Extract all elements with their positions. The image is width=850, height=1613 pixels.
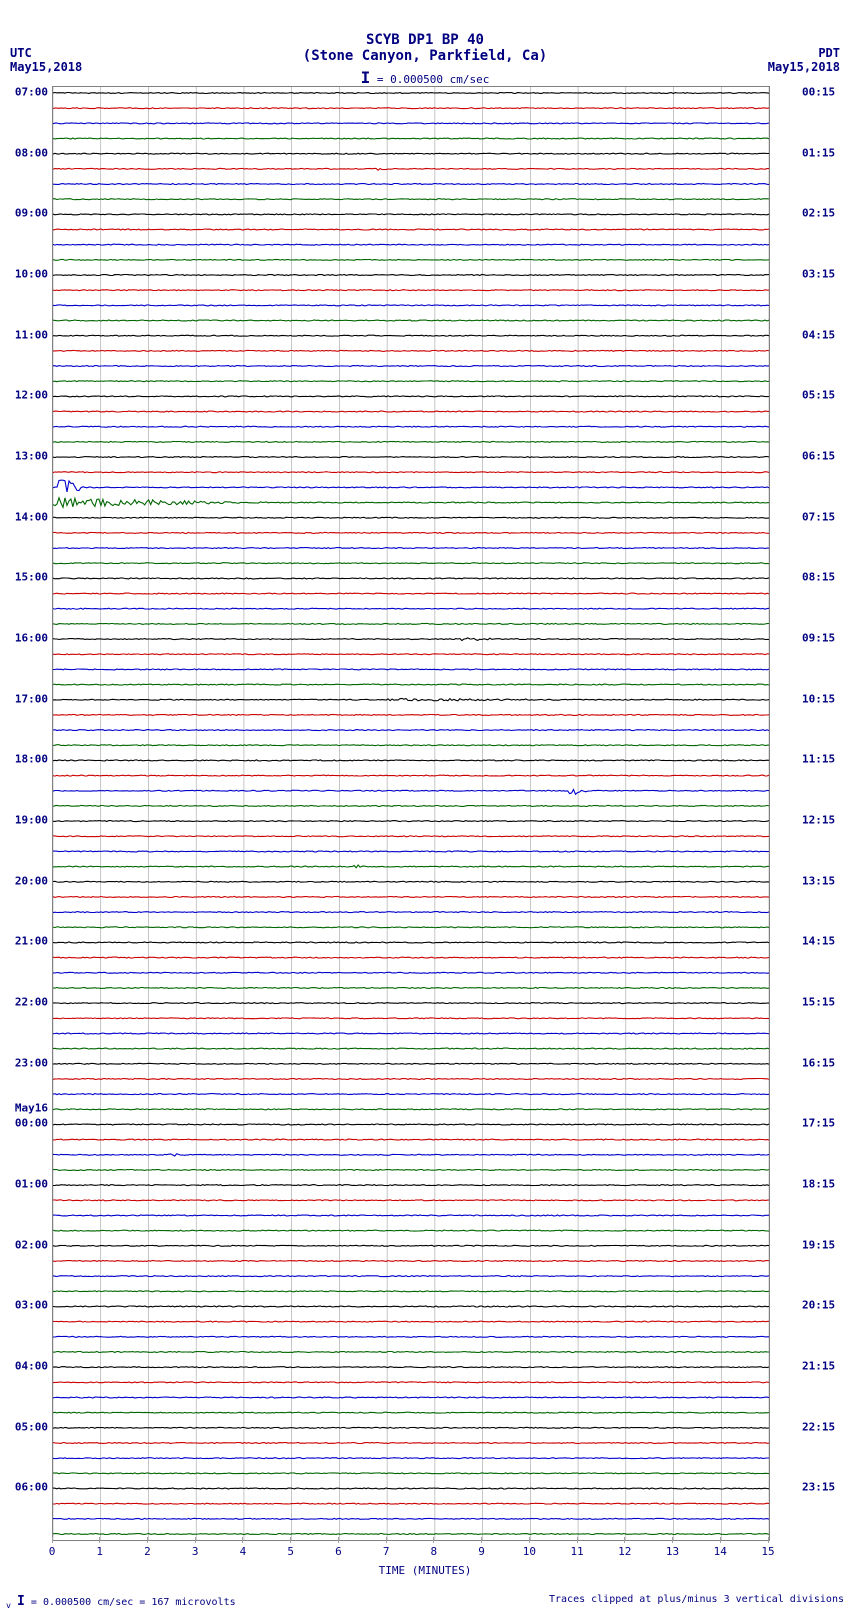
pdt-hour-label: 04:15 [802,328,835,341]
chart-title: SCYB DP1 BP 40 [0,32,850,48]
pdt-hour-label: 09:15 [802,632,835,645]
x-axis-title: TIME (MINUTES) [0,1564,850,1577]
pdt-hour-label: 18:15 [802,1178,835,1191]
chart-subtitle: (Stone Canyon, Parkfield, Ca) [0,48,850,64]
x-tick-label: 12 [618,1545,631,1558]
utc-hour-label: 13:00 [15,450,48,463]
utc-hour-label: 14:00 [15,510,48,523]
pdt-hour-label: 17:15 [802,1117,835,1130]
pdt-hour-label: 08:15 [802,571,835,584]
pdt-hour-label: 11:15 [802,753,835,766]
x-tick-label: 0 [49,1545,56,1558]
pdt-hour-label: 03:15 [802,268,835,281]
right-axis-labels: 00:15 01:15 02:15 03:15 04:15 05:15 06:15 07:15… [800,86,850,1541]
pdt-hour-label: 21:15 [802,1360,835,1373]
utc-hour-label: 22:00 [15,996,48,1009]
utc-hour-label: 07:00 [15,86,48,99]
pdt-hour-label: 01:15 [802,146,835,159]
x-tick-label: 13 [666,1545,679,1558]
x-tick-label: 9 [478,1545,485,1558]
pdt-hour-label: 19:15 [802,1238,835,1251]
date-right: May15,2018 [768,60,840,74]
pdt-hour-label: 14:15 [802,935,835,948]
plot-area [52,86,770,1541]
pdt-hour-label: 12:15 [802,814,835,827]
x-tick-label: 10 [523,1545,536,1558]
x-tick-label: 3 [192,1545,199,1558]
utc-hour-label: 03:00 [15,1299,48,1312]
x-tick-label: 14 [714,1545,727,1558]
pdt-hour-label: 16:15 [802,1056,835,1069]
pdt-hour-label: 15:15 [802,996,835,1009]
x-tick-label: 8 [431,1545,438,1558]
utc-hour-label: 10:00 [15,268,48,281]
pdt-hour-label: 07:15 [802,510,835,523]
pdt-hour-label: 05:15 [802,389,835,402]
left-axis-labels: 07:00 08:00 09:00 10:00 11:00 12:00 13:00 14:00… [0,86,50,1541]
x-tick-label: 1 [96,1545,103,1558]
timezone-right: PDT [818,46,840,60]
x-tick-label: 15 [761,1545,774,1558]
utc-hour-label: 17:00 [15,692,48,705]
utc-hour-label: 11:00 [15,328,48,341]
utc-hour-label: 08:00 [15,146,48,159]
pdt-hour-label: 00:15 [802,86,835,99]
x-tick-label: 4 [240,1545,247,1558]
utc-hour-label: 23:00 [15,1056,48,1069]
pdt-hour-label: 20:15 [802,1299,835,1312]
utc-hour-label: 15:00 [15,571,48,584]
x-tick-label: 6 [335,1545,342,1558]
pdt-hour-label: 02:15 [802,207,835,220]
x-tick-label: 7 [383,1545,390,1558]
utc-hour-label: 19:00 [15,814,48,827]
utc-hour-label: 12:00 [15,389,48,402]
pdt-hour-label: 23:15 [802,1481,835,1494]
helicorder-container: SCYB DP1 BP 40 (Stone Canyon, Parkfield,… [0,0,850,1613]
utc-hour-label: 06:00 [15,1481,48,1494]
utc-hour-label: 09:00 [15,207,48,220]
pdt-hour-label: 13:15 [802,874,835,887]
scale-bar-icon: I [361,68,371,87]
utc-hour-label: 01:00 [15,1178,48,1191]
utc-hour-label: 18:00 [15,753,48,766]
pdt-hour-label: 10:15 [802,692,835,705]
scale-label: I = 0.000500 cm/sec [0,68,850,87]
utc-hour-label: 00:00 [15,1117,48,1130]
utc-hour-label: 20:00 [15,874,48,887]
x-tick-label: 11 [570,1545,583,1558]
utc-hour-label: 16:00 [15,632,48,645]
helicorder-svg [53,87,769,1540]
pdt-hour-label: 22:15 [802,1420,835,1433]
x-tick-label: 5 [287,1545,294,1558]
footer-right: Traces clipped at plus/minus 3 vertical … [549,1594,844,1605]
pdt-hour-label: 06:15 [802,450,835,463]
utc-hour-label: 05:00 [15,1420,48,1433]
date-left: May15,2018 [10,60,82,74]
utc-hour-label: 02:00 [15,1238,48,1251]
utc-hour-label: 21:00 [15,935,48,948]
timezone-left: UTC [10,46,32,60]
utc-hour-label: 04:00 [15,1360,48,1373]
x-tick-label: 2 [144,1545,151,1558]
footer-left: v I = 0.000500 cm/sec = 167 microvolts [6,1594,236,1610]
utc-hour-label: May16 [15,1102,48,1115]
